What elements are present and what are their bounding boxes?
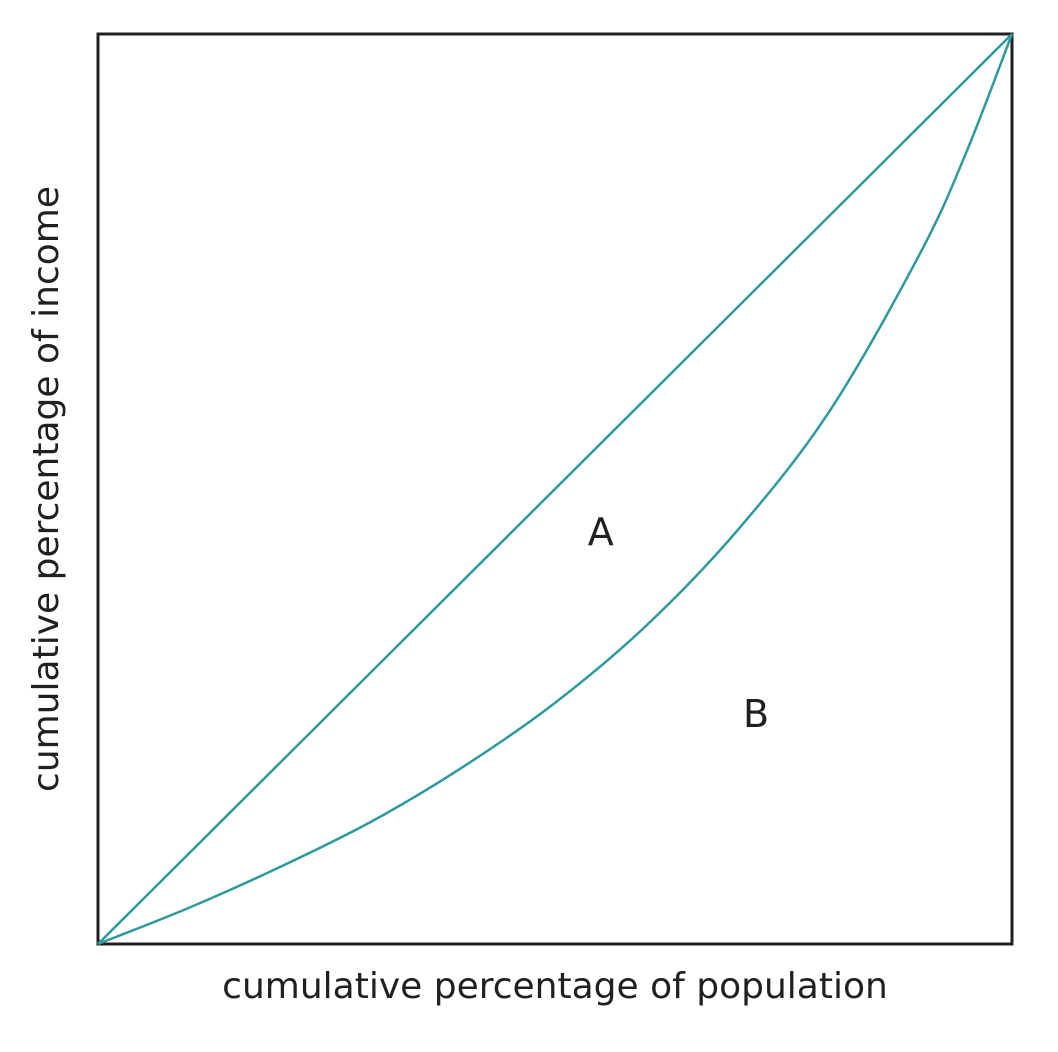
- y-axis-label: cumulative percentage of income: [26, 186, 67, 792]
- lorenz-curve: [97, 33, 1014, 946]
- region-label-b: B: [743, 692, 769, 736]
- series-layer: [97, 33, 1014, 946]
- annotation-layer: AB: [588, 510, 769, 736]
- plot-frame: [96, 32, 1014, 946]
- region-label-a: A: [588, 510, 614, 554]
- x-axis-label: cumulative percentage of population: [222, 966, 888, 1007]
- equality-line: [97, 33, 1013, 945]
